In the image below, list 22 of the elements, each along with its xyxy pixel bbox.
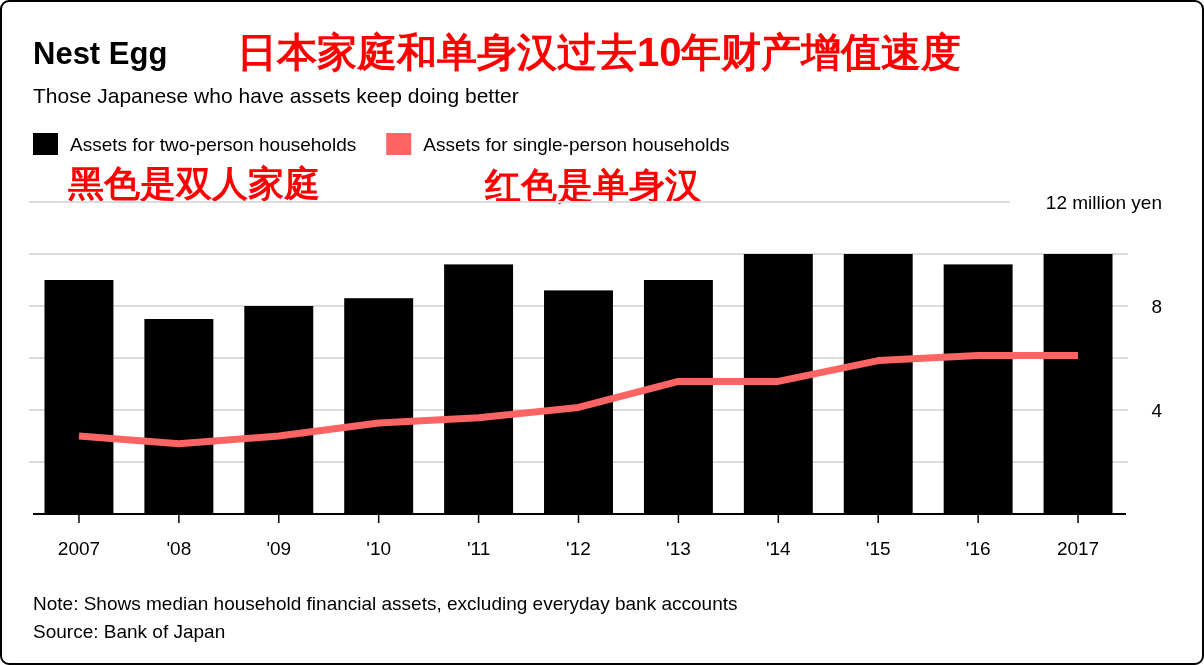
legend-label: Assets for single-person households: [423, 134, 730, 155]
x-tick-label: '14: [765, 538, 792, 559]
x-tick-label: '10: [366, 538, 392, 559]
text: Note: Shows median household financial assets, excluding everyday bank accounts: [33, 593, 738, 614]
x-tick-label: '08: [166, 538, 192, 559]
text: 日本家庭和单身汉过去10年财产增值速度: [237, 30, 962, 74]
x-tick-label: 2007: [57, 538, 101, 559]
y-tick-label: 4: [1151, 400, 1163, 421]
chart-title: Nest Egg: [33, 36, 168, 71]
source-note: Source: Bank of Japan: [33, 621, 226, 642]
x-tick-label: '13: [666, 538, 691, 559]
x-tick-label: '16: [965, 538, 991, 559]
x-tick-label: '09: [266, 538, 292, 559]
x-tick-label: '12: [566, 538, 591, 559]
x-tick-label: 2017: [1056, 538, 1100, 559]
legend-label: Assets for two-person households: [70, 134, 357, 155]
x-tick-label: '11: [466, 538, 491, 559]
x-tick-label: '15: [865, 538, 891, 559]
y-tick-label: 12 million yen: [1045, 192, 1162, 213]
chart-subtitle: Those Japanese who have assets keep doing better: [33, 84, 519, 107]
annotation: 黑色是双人家庭: [68, 163, 320, 204]
y-tick-label: 8: [1151, 296, 1162, 317]
